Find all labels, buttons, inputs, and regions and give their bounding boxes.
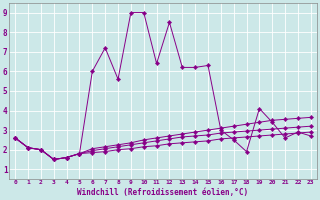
- X-axis label: Windchill (Refroidissement éolien,°C): Windchill (Refroidissement éolien,°C): [77, 188, 249, 197]
